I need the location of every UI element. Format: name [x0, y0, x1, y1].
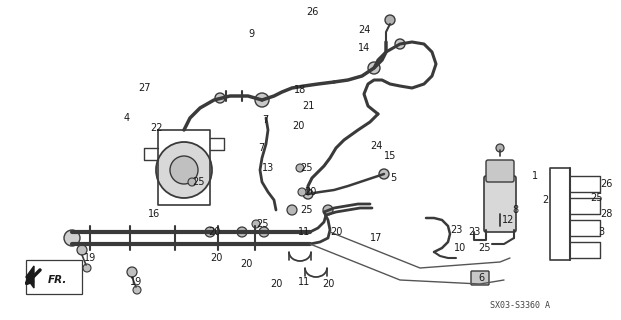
Circle shape: [83, 264, 91, 272]
Text: 20: 20: [210, 253, 222, 263]
Text: 6: 6: [478, 273, 484, 283]
Circle shape: [156, 142, 212, 198]
Circle shape: [237, 227, 247, 237]
Text: 22: 22: [150, 123, 163, 133]
Text: 20: 20: [208, 227, 220, 237]
Circle shape: [127, 267, 137, 277]
Text: 13: 13: [262, 163, 274, 173]
Circle shape: [494, 214, 506, 226]
Text: 5: 5: [390, 173, 396, 183]
Bar: [26, 260, 82, 294]
Text: 25: 25: [590, 193, 602, 203]
Text: 2: 2: [542, 195, 548, 205]
Text: 20: 20: [240, 259, 252, 269]
Text: 24: 24: [358, 25, 370, 35]
Text: SX03-S3360 A: SX03-S3360 A: [490, 301, 550, 310]
Text: 11: 11: [298, 227, 310, 237]
Polygon shape: [26, 266, 34, 288]
Circle shape: [296, 164, 304, 172]
FancyBboxPatch shape: [486, 160, 514, 182]
Text: 19: 19: [130, 277, 142, 287]
Text: 4: 4: [124, 113, 130, 123]
Text: 20: 20: [322, 279, 334, 289]
Text: 25: 25: [256, 219, 268, 229]
Circle shape: [379, 169, 389, 179]
Text: 26: 26: [306, 7, 319, 17]
Text: 10: 10: [454, 243, 466, 253]
Text: 24: 24: [370, 141, 383, 151]
Circle shape: [298, 188, 306, 196]
Circle shape: [255, 93, 269, 107]
Text: 25: 25: [300, 163, 312, 173]
FancyBboxPatch shape: [471, 271, 489, 285]
Text: 20: 20: [330, 227, 342, 237]
Text: 12: 12: [502, 215, 514, 225]
Text: 3: 3: [598, 227, 604, 237]
Text: 7: 7: [262, 115, 268, 125]
Circle shape: [77, 245, 87, 255]
Text: 14: 14: [358, 43, 370, 53]
Text: 8: 8: [512, 205, 518, 215]
Text: 16: 16: [148, 209, 160, 219]
Circle shape: [252, 220, 260, 228]
Circle shape: [323, 205, 333, 215]
Text: 28: 28: [600, 209, 612, 219]
Text: 25: 25: [300, 205, 312, 215]
Circle shape: [188, 178, 196, 186]
Text: 20: 20: [270, 279, 283, 289]
Circle shape: [496, 144, 504, 152]
Text: 9: 9: [248, 29, 254, 39]
Text: 17: 17: [370, 233, 383, 243]
Circle shape: [205, 227, 215, 237]
Text: 20: 20: [304, 187, 316, 197]
Circle shape: [287, 205, 297, 215]
Text: 15: 15: [384, 151, 396, 161]
Text: 11: 11: [298, 277, 310, 287]
Text: 7: 7: [258, 143, 265, 153]
Text: 18: 18: [294, 85, 306, 95]
FancyBboxPatch shape: [484, 176, 516, 232]
Text: 23: 23: [450, 225, 463, 235]
Text: 19: 19: [84, 253, 96, 263]
Circle shape: [259, 227, 269, 237]
Circle shape: [133, 286, 141, 294]
Circle shape: [170, 156, 198, 184]
Text: 23: 23: [468, 227, 481, 237]
Text: 25: 25: [478, 243, 491, 253]
Circle shape: [64, 230, 80, 246]
Text: 27: 27: [138, 83, 150, 93]
Circle shape: [368, 62, 380, 74]
Text: 21: 21: [302, 101, 314, 111]
Text: 20: 20: [292, 121, 304, 131]
Text: 25: 25: [192, 177, 204, 187]
Circle shape: [215, 93, 225, 103]
Circle shape: [303, 189, 313, 199]
Circle shape: [385, 15, 395, 25]
Text: 26: 26: [600, 179, 612, 189]
Text: 1: 1: [532, 171, 538, 181]
Circle shape: [395, 39, 405, 49]
Text: FR.: FR.: [48, 275, 67, 285]
